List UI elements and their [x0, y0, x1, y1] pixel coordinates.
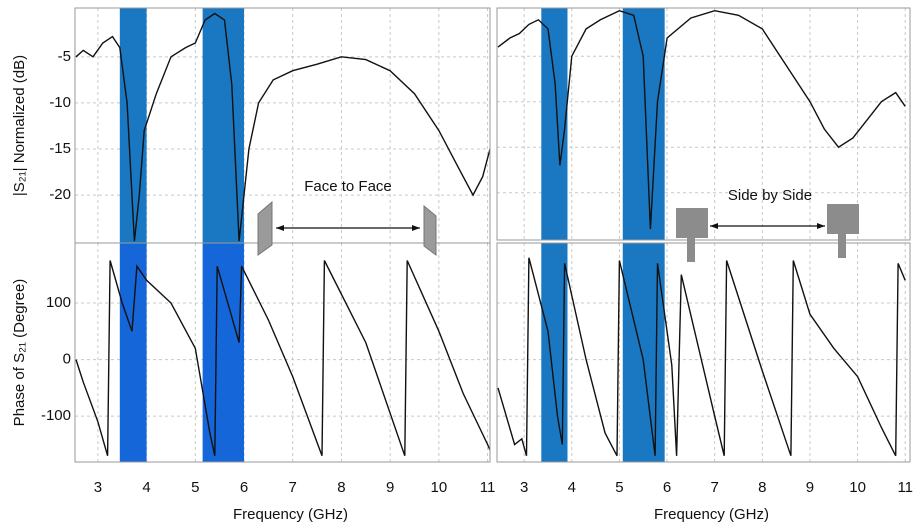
x-tick-label: 3 [94, 479, 102, 496]
x-tick-label: 6 [240, 479, 248, 496]
y-tick-label: -100 [41, 407, 71, 424]
plot-frame [496, 7, 911, 241]
x-tick-label: 8 [758, 479, 766, 496]
x-tick-label: 11 [897, 479, 913, 496]
x-tick-label: 6 [663, 479, 671, 496]
shaded-band [541, 8, 568, 240]
annotation: Face to Face [304, 178, 392, 195]
patch-icon [676, 208, 708, 238]
shaded-band [622, 8, 665, 240]
data-line [497, 9, 906, 230]
y-tick-label: 100 [46, 294, 71, 311]
data-line [75, 12, 490, 242]
x-tick-label: 10 [849, 479, 866, 496]
y-tick-label: 0 [63, 351, 71, 368]
shaded-band [119, 8, 147, 243]
data-line [75, 260, 490, 457]
y-tick-label: -10 [49, 94, 71, 111]
patch-icon [827, 204, 859, 234]
y-axis-label: Phase of S₂₁ (Degree) [11, 279, 28, 427]
plate-icon [423, 204, 437, 256]
y-tick-label: -20 [49, 186, 71, 203]
plot-area [75, 8, 490, 243]
shaded-band [622, 243, 665, 462]
x-axis-label: Frequency (GHz) [233, 506, 348, 523]
x-tick-label: 5 [615, 479, 623, 496]
patch-icon [687, 238, 695, 262]
x-tick-label: 9 [806, 479, 814, 496]
data-line [497, 257, 906, 457]
arrow-head [817, 223, 825, 229]
shaded-band [202, 243, 245, 462]
x-tick-label: 9 [386, 479, 394, 496]
patch-icon [838, 234, 846, 258]
y-tick-label: -5 [58, 48, 71, 65]
plot-area [497, 243, 910, 462]
arrow-head [412, 225, 420, 231]
y-axis-label: |S₂₁| Normalized (dB) [11, 55, 28, 196]
x-tick-label: 11 [480, 479, 496, 496]
x-axis-label: Frequency (GHz) [654, 506, 769, 523]
annotation: Side by Side [728, 187, 812, 204]
y-tick-label: -15 [49, 140, 71, 157]
x-tick-label: 4 [568, 479, 576, 496]
x-tick-label: 8 [337, 479, 345, 496]
x-tick-label: 4 [142, 479, 150, 496]
x-tick-label: 3 [520, 479, 528, 496]
plot-area [75, 243, 490, 462]
plot-frame [496, 242, 911, 463]
arrow-head [710, 223, 718, 229]
plate-icon [257, 200, 273, 256]
shaded-band [119, 243, 147, 462]
plot-frame [74, 242, 491, 463]
arrow-head [276, 225, 284, 231]
x-tick-label: 7 [711, 479, 719, 496]
x-tick-label: 10 [431, 479, 448, 496]
antenna-icons [257, 200, 859, 262]
plot-area [497, 8, 910, 240]
x-tick-label: 5 [191, 479, 199, 496]
x-tick-label: 7 [289, 479, 297, 496]
